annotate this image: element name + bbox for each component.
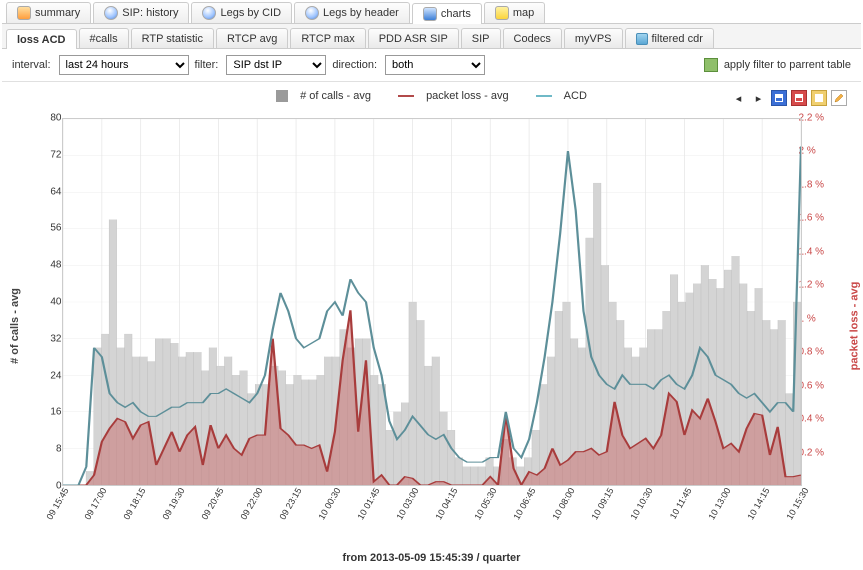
ytick-right: 0.6 % [799,380,829,391]
ytick-right: 1.8 % [799,179,829,190]
next-button[interactable]: ▸ [751,90,767,106]
apply-filter-icon [704,58,718,72]
ytick-left: 24 [37,370,62,381]
subtab-pdd-asr-sip[interactable]: PDD ASR SIP [368,28,459,48]
xtick: 10 15:30 [784,486,810,521]
ytick-left: 72 [37,149,62,160]
ytick-left: 40 [37,297,62,308]
xtick: 10 10:30 [628,486,654,521]
subtab--calls[interactable]: #calls [79,28,129,48]
bulb-icon [104,6,118,20]
xtick: 10 13:00 [706,486,732,521]
legend-acd: ACD [564,90,587,102]
xtick: 10 11:45 [667,486,693,521]
tab-map[interactable]: map [484,2,545,23]
ytick-right: 2.2 % [799,113,829,124]
chart-legend: # of calls - avg packet loss - avg ACD [7,86,857,104]
bulb-icon [305,6,319,20]
filter-label: filter: [195,59,219,71]
ytick-right: 0.2 % [799,447,829,458]
interval-select[interactable]: last 24 hours [59,55,189,75]
main-tabbar: summarySIP: historyLegs by CIDLegs by he… [2,2,861,24]
y-axis-right: 0.2 % 0.4 % 0.6 % 0.8 % 1 % 1.2 % 1.4 % 1.6 % 1.… [799,118,829,486]
ytick-left: 56 [37,223,62,234]
xtick: 10 00:30 [317,486,343,521]
ytick-right: 1.6 % [799,213,829,224]
subtab-myvps[interactable]: myVPS [564,28,623,48]
xtick: 09 18:15 [122,486,148,521]
xtick: 10 04:15 [433,486,459,521]
xtick: 09 23:15 [278,486,304,521]
ytick-right: 2 % [799,146,829,157]
subtab-filtered-cdr[interactable]: filtered cdr [625,28,714,48]
ytick-left: 64 [37,186,62,197]
tab-legs-by-cid[interactable]: Legs by CID [191,2,292,23]
tab-sip-history[interactable]: SIP: history [93,2,189,23]
chart-container: # of calls - avg packet loss - avg ACD ◂… [7,86,857,566]
xtick: 10 05:30 [472,486,498,521]
xtick: 10 06:45 [511,486,537,521]
ytick-left: 48 [37,260,62,271]
xtick: 10 08:00 [550,486,576,521]
xtick: 10 14:15 [745,486,771,521]
export-icon[interactable] [811,90,827,106]
chart-subtabs: loss ACD#callsRTP statisticRTCP avgRTCP … [2,24,861,49]
chart-plot[interactable] [62,118,802,486]
ytick-right: 0.4 % [799,414,829,425]
sum-icon [17,6,31,20]
bulb-icon [202,6,216,20]
xtick: 10 01:45 [356,486,382,521]
y-axis-left: 08162432404856647280 [37,118,62,486]
filter-select[interactable]: SIP dst IP [226,55,326,75]
subtab-rtp-statistic[interactable]: RTP statistic [131,28,214,48]
ytick-right: 1.4 % [799,246,829,257]
interval-label: interval: [12,59,51,71]
xtick: 09 22:00 [239,486,265,521]
ytick-right: 1 % [799,313,829,324]
xtick: 09 20:45 [200,486,226,521]
edit-icon[interactable] [831,90,847,106]
ytick-left: 16 [37,407,62,418]
ytick-left: 80 [37,113,62,124]
ytick-right: 0.8 % [799,347,829,358]
subtab-rtcp-max[interactable]: RTCP max [290,28,365,48]
ytick-left: 8 [37,444,62,455]
ytick-left: 0 [37,481,62,492]
x-axis: 09 15:4509 17:0009 18:1509 19:3009 20:45… [62,486,802,546]
prev-button[interactable]: ◂ [731,90,747,106]
chart-toolbar: interval: last 24 hours filter: SIP dst … [2,49,861,82]
chart-icon [423,7,437,21]
legend-loss: packet loss - avg [426,90,509,102]
save-icon[interactable] [771,90,787,106]
ytick-left: 32 [37,333,62,344]
map-icon [495,6,509,20]
tab-charts[interactable]: charts [412,3,482,24]
xtick: 09 19:30 [161,486,187,521]
ytick-right: 1.2 % [799,280,829,291]
xtick: 09 17:00 [83,486,109,521]
subtab-rtcp-avg[interactable]: RTCP avg [216,28,288,48]
xtick: 10 09:15 [589,486,615,521]
y-axis-left-label: # of calls - avg [9,288,21,364]
apply-filter-link[interactable]: apply filter to parrent table [724,59,851,71]
chart-action-toolbar: ◂ ▸ [731,90,847,106]
x-axis-label: from 2013-05-09 15:45:39 / quarter [7,552,857,564]
delete-icon[interactable] [791,90,807,106]
subtab-loss-acd[interactable]: loss ACD [6,29,77,49]
tab-summary[interactable]: summary [6,2,91,23]
filter-icon [636,33,648,45]
subtab-codecs[interactable]: Codecs [503,28,562,48]
direction-select[interactable]: both [385,55,485,75]
direction-label: direction: [332,59,377,71]
xtick: 10 03:00 [394,486,420,521]
y-axis-right-label: packet loss - avg [849,282,861,371]
subtab-sip[interactable]: SIP [461,28,501,48]
legend-calls: # of calls - avg [300,90,371,102]
tab-legs-by-header[interactable]: Legs by header [294,2,410,23]
